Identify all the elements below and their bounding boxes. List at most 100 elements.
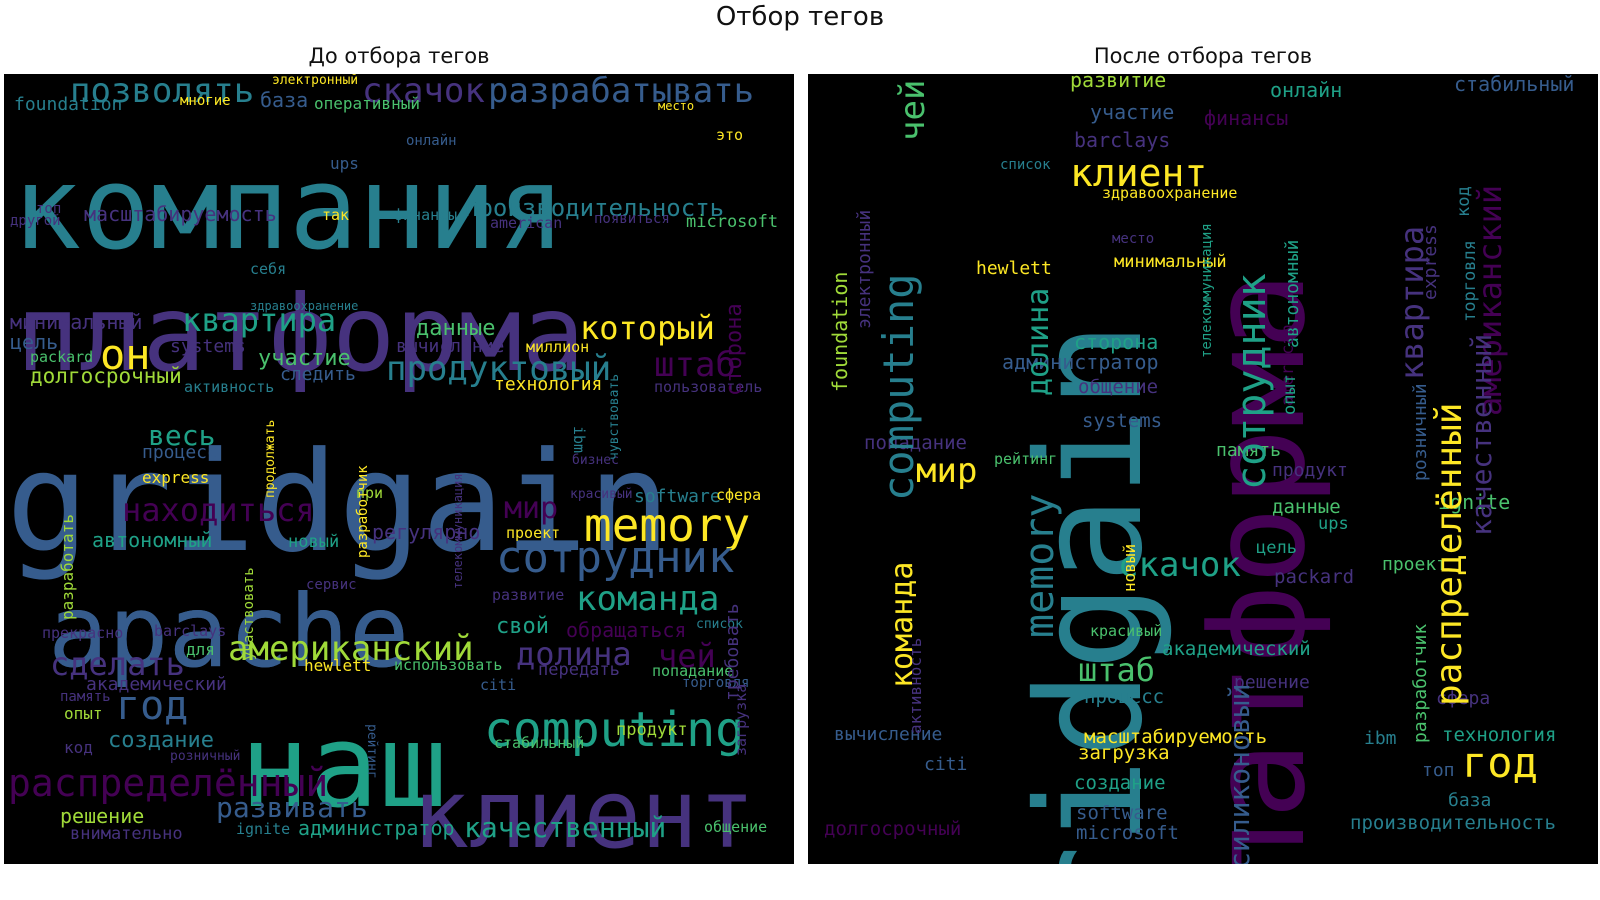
- word-after-8: финансы: [1204, 106, 1289, 130]
- word-before-32: цель: [10, 330, 59, 354]
- word-before-11: многие: [180, 93, 231, 109]
- word-before-27: квартира: [182, 301, 337, 339]
- word-after-6: стабильный: [1454, 74, 1575, 96]
- word-before-89: создание: [108, 728, 214, 753]
- word-before-53: сфера: [716, 486, 762, 504]
- word-after-54: computing: [874, 273, 923, 501]
- word-before-75: чей: [658, 637, 716, 675]
- word-before-73: для: [186, 640, 215, 659]
- word-before-46: процесс: [142, 442, 218, 463]
- word-before-6: позволять: [70, 74, 255, 111]
- word-before-49: бизнес: [572, 453, 619, 468]
- word-after-55: foundation: [828, 271, 852, 392]
- word-after-39: масштабируемость: [1084, 726, 1268, 748]
- word-before-30: данные: [416, 316, 496, 341]
- word-before-5: клиент: [412, 760, 756, 864]
- word-after-20: systems: [1082, 410, 1163, 432]
- word-after-12: клиент: [1070, 151, 1208, 195]
- word-after-51: microsoft: [1076, 822, 1179, 844]
- figure-title: Отбор тегов: [715, 2, 885, 32]
- word-before-66: прекрасно: [42, 624, 124, 642]
- word-after-17: сторона: [1074, 330, 1159, 354]
- word-before-10: электронный: [272, 74, 359, 88]
- word-before-40: долгосрочный: [30, 364, 182, 388]
- word-before-106: телекоммуникация: [451, 473, 465, 590]
- word-before-23: american: [490, 214, 563, 232]
- word-after-19: общение: [1078, 376, 1159, 398]
- word-before-71: американский: [228, 629, 474, 669]
- word-before-44: пользователь: [654, 378, 763, 396]
- word-before-29: он: [100, 330, 151, 379]
- word-after-18: администратор: [1002, 350, 1159, 374]
- word-after-79: разработчик: [1410, 623, 1431, 743]
- word-after-16: минимальный: [1114, 252, 1227, 272]
- word-after-27: данные: [1272, 496, 1341, 518]
- word-before-25: microsoft: [686, 212, 779, 232]
- wordcloud-after: apacheкомпанияgridgainплатформаразвитиео…: [808, 74, 1598, 864]
- wordcloud-before: компания платформа gridgain apache наш клиент…: [4, 74, 794, 864]
- word-after-33: штаб: [1078, 651, 1156, 689]
- word-before-56: memory: [584, 498, 751, 552]
- word-before-105: разработчик: [355, 465, 371, 559]
- word-before-65: команда: [576, 579, 720, 619]
- word-before-72: сделать: [50, 645, 185, 683]
- word-before-39: штаб: [654, 345, 736, 385]
- word-after-40: загрузка: [1078, 742, 1170, 764]
- word-before-60: новый: [288, 532, 340, 552]
- word-after-52: производительность: [1350, 812, 1556, 834]
- word-before-57: регулярно: [372, 520, 481, 544]
- word-after-42: технология: [1442, 724, 1557, 746]
- word-before-78: передать: [538, 660, 620, 680]
- word-before-58: проект: [506, 524, 561, 542]
- word-before-8: разрабатывать: [488, 74, 755, 111]
- word-before-33: systems: [170, 336, 246, 357]
- word-before-74: долина: [516, 635, 632, 673]
- word-before-38: продуктовый: [386, 349, 612, 389]
- word-before-69: обращаться: [566, 618, 687, 642]
- word-after-77: express: [1420, 223, 1441, 300]
- word-after-74: опыт: [1280, 373, 1300, 415]
- word-after-35: академический: [1162, 638, 1311, 660]
- word-before-86: опыт: [64, 704, 103, 723]
- word-after-60: долина: [1021, 287, 1056, 396]
- word-before-34: вычисление: [396, 336, 505, 357]
- word-before-88: код: [64, 738, 93, 757]
- word-after-13: здравоохранение: [1102, 184, 1238, 202]
- word-before-21: финансы: [394, 206, 458, 224]
- word-after-49: software: [1076, 802, 1168, 824]
- word-after-15: hewlett: [976, 258, 1052, 279]
- word-after-4: развитие: [1070, 74, 1167, 92]
- word-before-98: ignite: [236, 820, 291, 838]
- word-before-37: участие: [258, 346, 351, 371]
- word-before-22: производительность: [464, 194, 725, 222]
- word-before-90: продукт: [616, 720, 688, 740]
- word-before-63: сервис: [306, 577, 357, 593]
- word-after-47: создание: [1074, 772, 1166, 794]
- word-before-76: hewlett: [304, 656, 372, 675]
- word-before-12: база: [260, 88, 309, 112]
- word-after-29: скачок: [1118, 545, 1241, 585]
- word-before-94: развивать: [216, 791, 368, 824]
- word-before-15: это: [716, 126, 744, 144]
- word-after-48: база: [1448, 790, 1492, 811]
- word-before-67: barclays: [154, 622, 227, 640]
- word-before-2: gridgain: [6, 422, 671, 583]
- word-before-110: загрузка: [732, 683, 750, 756]
- word-before-79: попадание: [652, 662, 734, 680]
- word-before-87: рейтинг: [364, 724, 379, 779]
- word-before-104: продолжать: [263, 419, 278, 498]
- word-before-99: администратор: [298, 816, 455, 840]
- word-after-64: новый: [1120, 543, 1139, 592]
- word-after-11: список: [1000, 157, 1051, 173]
- word-after-75: код: [1454, 185, 1474, 217]
- word-before-1: платформа: [16, 273, 585, 395]
- word-before-16: ups: [330, 154, 359, 173]
- word-after-45: citi: [924, 754, 968, 775]
- word-after-22: мир: [916, 451, 978, 491]
- word-after-44: вычисление: [834, 724, 943, 745]
- word-after-9: barclays: [1074, 128, 1171, 152]
- word-before-18: другой: [10, 213, 61, 229]
- word-after-71: телекоммуникация: [1199, 223, 1215, 359]
- word-after-30: цель: [1256, 538, 1297, 558]
- word-after-70: силиконовый: [1223, 683, 1256, 864]
